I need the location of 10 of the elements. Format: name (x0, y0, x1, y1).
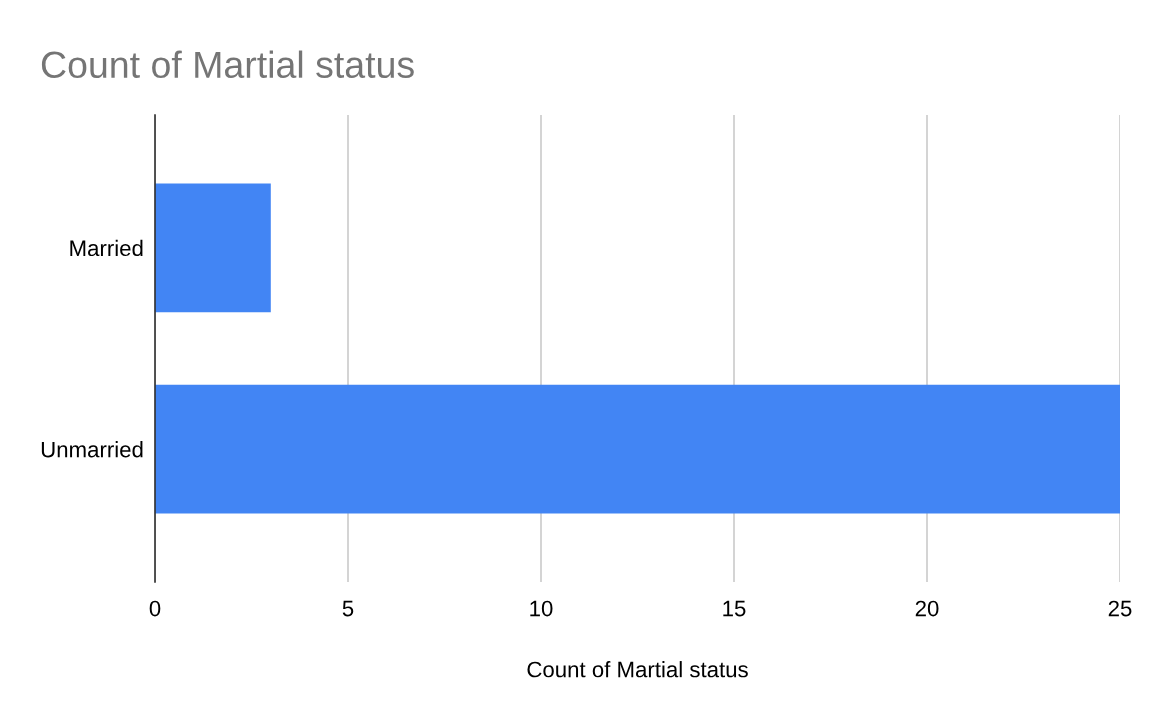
x-tick-label: 0 (149, 600, 161, 617)
chart-title: Count of Martial status (41, 50, 414, 79)
x-tick-label: 15 (723, 600, 746, 617)
y-tick-label: Married (70, 239, 143, 257)
x-tick-label: 5 (342, 600, 354, 617)
x-tick-label: 10 (530, 600, 553, 617)
x-tick-label: 25 (1108, 600, 1132, 617)
x-tick-label: 20 (915, 600, 939, 617)
x-axis-title: Count of Martial status (527, 661, 748, 678)
y-tick-label: Unmarried (41, 441, 143, 458)
